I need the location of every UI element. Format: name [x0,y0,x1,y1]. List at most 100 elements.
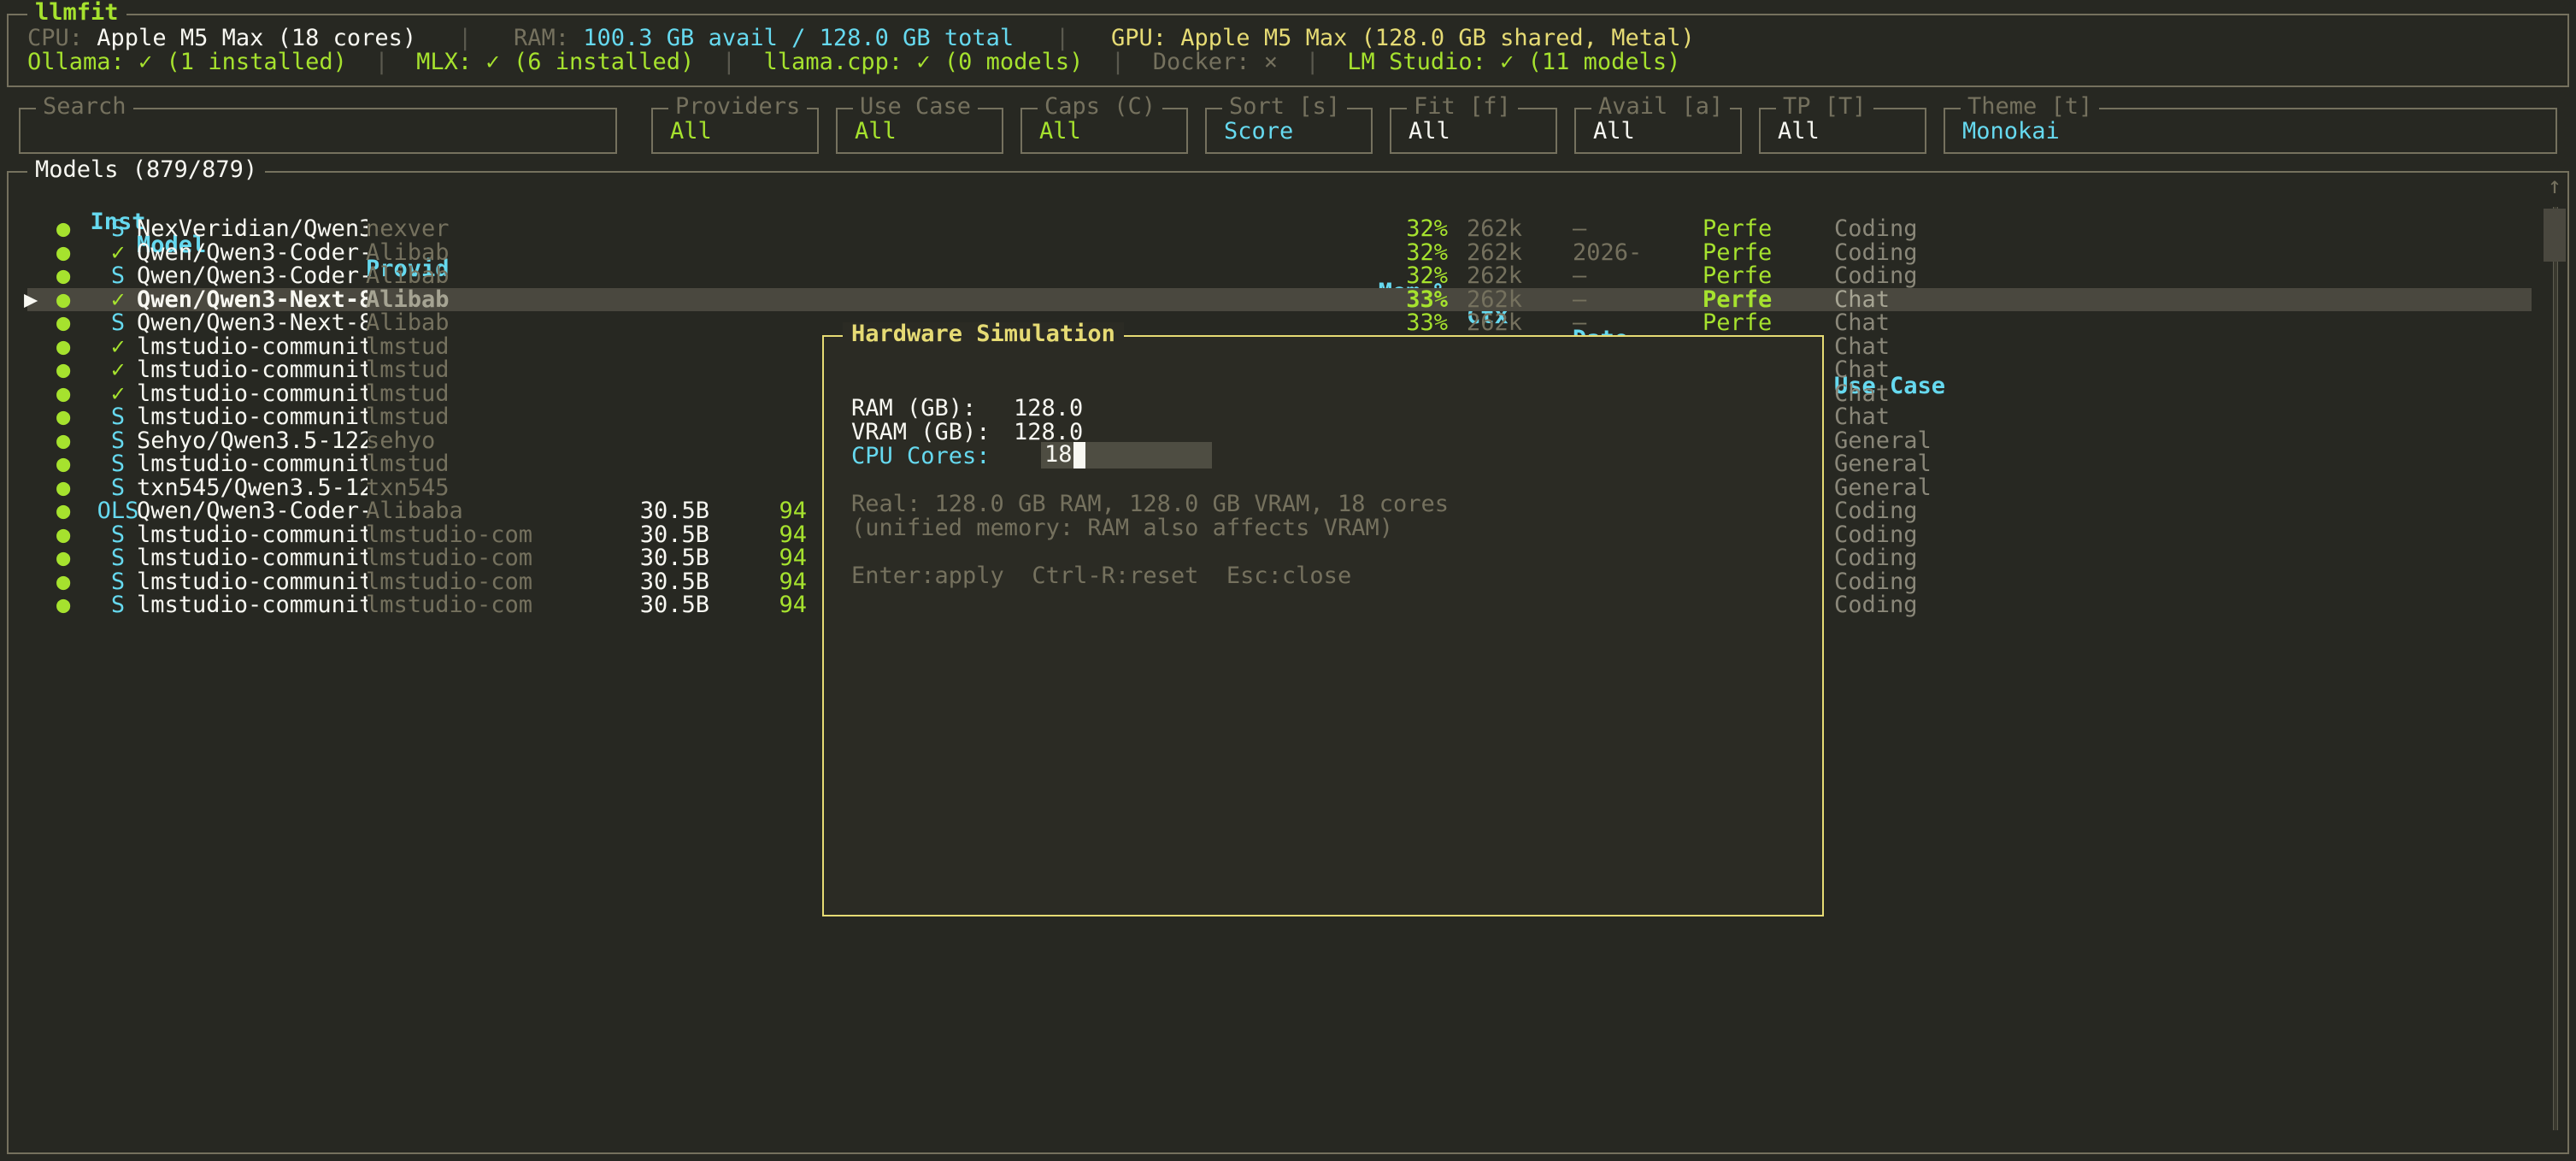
table-row[interactable]: ● S Qwen/Qwen3-Next-80B-Alibab 33% 262k – Perf… [27,311,2532,335]
cell-usecase: Chat [1834,333,1891,360]
cell-usecase: Coding [1834,568,1918,595]
fit-filter-value[interactable]: All [1409,118,1450,144]
cell-model: lmstudio-community/Q [137,569,368,593]
cell-ctx: 262k [1467,262,1523,289]
status-dot-icon: ● [56,451,71,477]
cell-inst: S [110,404,126,430]
cell-score: 94 [779,568,807,595]
providers-filter-box[interactable]: Providers All [651,95,819,154]
cell-usecase: General [1834,427,1932,454]
cell-model: txn545/Qwen3.5-122B- [137,475,368,499]
scrollbar-track[interactable] [2553,207,2558,1130]
cell-usecase: Chat [1834,404,1891,430]
cell-usecase: Chat [1834,286,1891,313]
use-case-filter-box[interactable]: Use Case All [836,95,1003,154]
scrollbar-thumb[interactable] [2544,209,2566,262]
models-scrollbar[interactable]: ↑ [2544,174,2566,1139]
cell-inst: S [110,568,126,595]
vram-field-label: VRAM (GB): [851,419,991,445]
cell-provider: lmstud [366,358,450,382]
cell-usecase: Coding [1834,239,1918,266]
cell-provider: lmstudio-com [366,522,533,546]
search-input-box[interactable]: Search [19,95,617,154]
status-dot-icon: ● [56,474,71,501]
providers-filter-label: Providers [668,95,808,119]
cell-model: lmstudio-community/Q [137,593,368,617]
cell-date: – [1573,309,1587,336]
row-caret-icon: ▶ [24,286,38,313]
search-input-label: Search [36,95,133,119]
lmstudio-status: LM Studio: ✓ (11 models) [1347,49,1681,75]
status-dot-icon: ● [56,239,71,266]
sort-filter-box[interactable]: Sort [s] Score [1205,95,1373,154]
cell-provider: sehyo [366,428,436,452]
cell-usecase: Coding [1834,545,1918,571]
cell-usecase: General [1834,474,1932,501]
status-dot-icon: ● [56,286,71,313]
cell-size: 30.5B [639,545,709,571]
hardware-summary-line: CPU: Apple M5 Max (18 cores) | RAM: 100.… [27,25,1695,51]
theme-filter-value[interactable]: Monokai [1962,118,2060,144]
cell-mem: 33% [1406,286,1448,313]
cell-fit: Perfe [1703,309,1773,336]
ram-value: 100.3 GB avail / 128.0 GB total [583,25,1015,51]
providers-filter-value[interactable]: All [670,118,712,144]
cell-date: – [1573,215,1587,242]
use-case-filter-value[interactable]: All [855,118,897,144]
caps-filter-box[interactable]: Caps (C) All [1020,95,1188,154]
table-row[interactable]: ● S Qwen/Qwen3-Coder-NexAlibab 32% 262k – Perf… [27,264,2532,288]
cell-model: lmstudio-community/Q [137,522,368,546]
table-row-selected[interactable]: ▶ ● ✓ Qwen/Qwen3-Next-80B-Alibab 33% 262k – Per… [24,286,2532,313]
cell-provider: Alibaba [366,499,463,523]
theme-filter-box[interactable]: Theme [t] Monokai [1944,95,2557,154]
avail-filter-box[interactable]: Avail [a] All [1574,95,1742,154]
avail-filter-value[interactable]: All [1593,118,1635,144]
column-header-inst[interactable]: Inst [90,208,146,235]
cell-provider: lmstudio-com [366,593,533,617]
table-row[interactable]: ● S NexVeridian/Qwen3-Conexver 32% 262k – Perf… [27,217,2532,241]
scroll-up-arrow-icon[interactable]: ↑ [2547,173,2562,199]
sort-filter-value[interactable]: Score [1224,118,1294,144]
cell-ctx: 262k [1467,309,1523,336]
cell-usecase: Coding [1834,215,1918,242]
status-dot-icon: ● [56,333,71,360]
vram-field-value[interactable]: 128.0 [1014,419,1084,445]
filter-bar: Search Providers All Use Case All Caps (C) All… [7,95,2569,154]
column-header-provider[interactable]: Provid [366,256,450,280]
system-info-panel: llmfit CPU: Apple M5 Max (18 cores) | RA… [7,1,2569,87]
cell-usecase: Coding [1834,592,1918,618]
cpu-cores-input[interactable]: 18 [1041,442,1212,469]
cell-score: 94 [779,592,807,618]
tp-filter-label: TP [T] [1776,95,1873,119]
modal-keybindings: Enter:apply Ctrl-R:reset Esc:close [851,563,1352,589]
cell-provider: Alibab [366,264,450,288]
fit-filter-box[interactable]: Fit [f] All [1390,95,1557,154]
cell-size: 30.5B [639,592,709,618]
docker-status: Docker: × [1152,49,1279,75]
hardware-simulation-dialog: Hardware Simulation RAM (GB): 128.0 VRAM … [822,322,1824,916]
tp-filter-box[interactable]: TP [T] All [1759,95,1926,154]
column-header-model[interactable]: Model [137,233,207,257]
cell-ctx: 262k [1467,215,1523,242]
hardware-simulation-title: Hardware Simulation [843,322,1124,346]
unified-memory-note: (unified memory: RAM also affects VRAM) [851,515,1393,541]
cell-inst: ✓ [110,357,126,383]
caps-filter-value[interactable]: All [1039,118,1081,144]
cell-score: 94 [779,521,807,548]
status-dot-icon: ● [56,380,71,407]
cell-usecase: Coding [1834,262,1918,289]
cell-provider: nexver [366,217,450,241]
column-header-usecase[interactable]: Use Case [1834,373,1946,399]
status-dot-icon: ● [56,521,71,548]
status-dot-icon: ● [56,568,71,595]
cell-score: 94 [779,498,807,524]
cell-usecase: Chat [1834,380,1891,407]
cell-provider: Alibab [366,240,450,264]
ram-field-value[interactable]: 128.0 [1014,395,1084,421]
cell-ctx: 262k [1467,286,1523,313]
tp-filter-value[interactable]: All [1778,118,1820,144]
cell-date: 2026- [1573,239,1643,266]
cell-usecase: General [1834,451,1932,477]
table-row[interactable]: ● ✓ Qwen/Qwen3-Coder-NexAlibab 32% 262k 2026-… [27,239,2532,266]
